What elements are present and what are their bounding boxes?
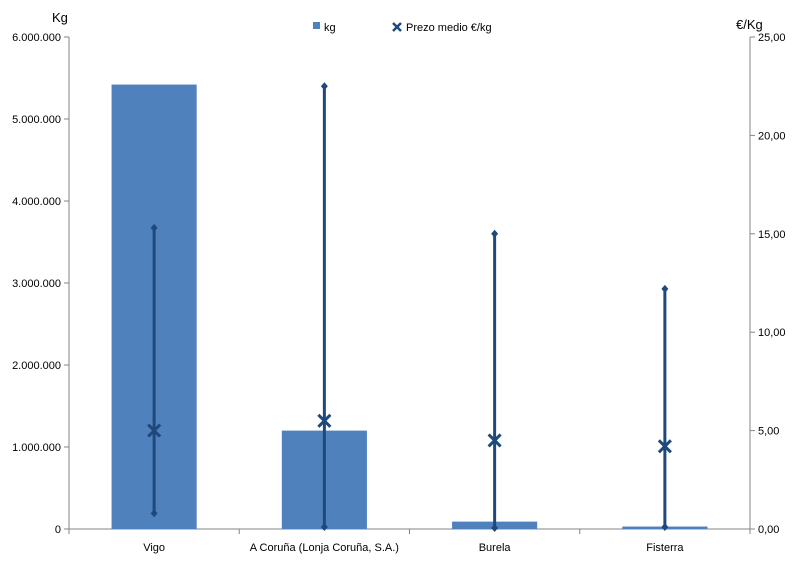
legend-price-swatch	[392, 22, 402, 32]
left-tick-label: 4.000.000	[12, 196, 61, 208]
price-low-marker	[150, 509, 158, 518]
price-high-marker	[661, 284, 669, 293]
legend: kg Prezo medio €/kg	[313, 22, 492, 34]
price-range-series	[147, 82, 672, 533]
right-axis-title: €/Kg	[736, 17, 763, 32]
left-tick-label: 0	[55, 524, 61, 536]
price-low-marker	[661, 523, 669, 532]
price-low-marker	[320, 523, 328, 532]
price-avg-marker	[487, 433, 502, 448]
legend-kg-label: kg	[324, 22, 336, 34]
category-label: A Coruña (Lonja Coruña, S.A.)	[250, 542, 399, 554]
left-tick-label: 5.000.000	[12, 114, 61, 126]
price-avg-marker	[317, 413, 332, 428]
price-high-marker	[150, 223, 158, 232]
price-high-marker	[320, 82, 328, 91]
legend-price-label: Prezo medio €/kg	[406, 22, 492, 34]
left-tick-label: 1.000.000	[12, 442, 61, 454]
left-tick-label: 3.000.000	[12, 278, 61, 290]
right-tick-label: 20,00	[758, 130, 786, 142]
category-labels: Vigo A Coruña (Lonja Coruña, S.A.) Burela F…	[143, 542, 684, 554]
left-axis-ticks: 0 1.000.000 2.000.000 3.000.000 4.000.000 5.0…	[12, 32, 751, 536]
right-tick-label: 5,00	[758, 426, 779, 438]
legend-kg-swatch	[313, 22, 320, 29]
right-tick-label: 25,00	[758, 32, 786, 44]
right-tick-label: 15,00	[758, 229, 786, 241]
left-axis-title: Kg	[52, 10, 68, 25]
right-tick-label: 0,00	[758, 524, 779, 536]
category-label: Burela	[479, 542, 512, 554]
price-avg-marker	[657, 439, 672, 454]
category-label: Fisterra	[646, 542, 684, 554]
left-tick-label: 6.000.000	[12, 32, 61, 44]
price-avg-marker	[147, 423, 162, 438]
right-axis-ticks: 0,00 5,00 10,00 15,00 20,00 25,00	[750, 32, 786, 536]
left-tick-label: 2.000.000	[12, 360, 61, 372]
category-label: Vigo	[143, 542, 165, 554]
price-low-marker	[491, 524, 499, 533]
bar-series	[111, 84, 708, 529]
price-high-marker	[491, 229, 499, 238]
right-tick-label: 10,00	[758, 327, 786, 339]
